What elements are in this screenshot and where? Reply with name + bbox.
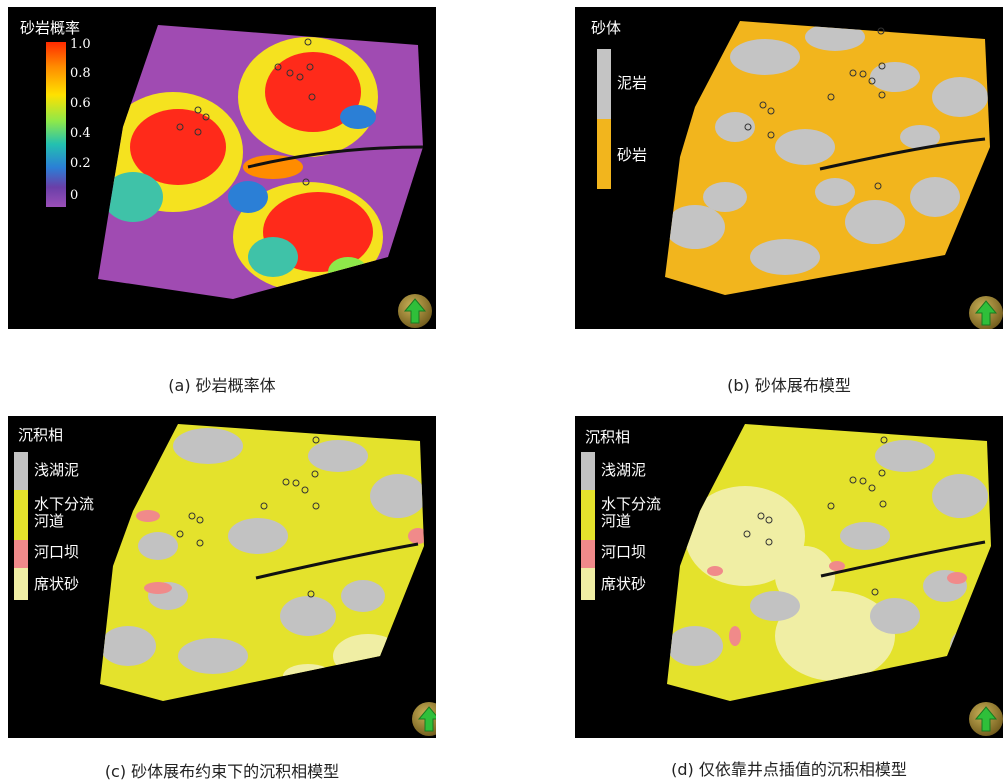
panel-a-probability-patches — [103, 37, 383, 292]
panel-b-legend-label-sandstone: 砂岩 — [617, 146, 648, 164]
panel-c-legend-label-mouth-bar: 河口坝 — [34, 543, 80, 561]
panel-d-legend-swatch-shallow-lake-mud — [581, 452, 595, 490]
panel-d-facies-model-well-interpolation: 沉积相 浅湖泥 水下分流 河道 河口坝 席状砂 — [575, 416, 1003, 738]
north-arrow-icon — [969, 702, 1003, 736]
north-arrow-icon — [398, 294, 432, 328]
panel-d-model-view — [581, 424, 991, 701]
north-arrow-icon — [969, 296, 1003, 329]
panel-a-legend-title: 砂岩概率 — [20, 19, 81, 37]
panel-a-colorbar — [46, 42, 66, 207]
panel-c-legend-swatch-channel — [14, 490, 28, 540]
panel-c-legend-title: 沉积相 — [18, 426, 64, 444]
panel-d-legend-label-shallow-lake-mud: 浅湖泥 — [601, 461, 647, 479]
panel-c-legend-label-underwater-distributary: 水下分流 — [34, 495, 95, 513]
caption-c: (c) 砂体展布约束下的沉积相模型 — [104, 762, 340, 781]
panel-d-legend-swatch-channel — [581, 490, 595, 540]
panel-b-legend-title: 砂体 — [591, 19, 622, 37]
panel-d-legend-label-underwater-distributary: 水下分流 — [601, 495, 662, 513]
panel-c-legend-swatch-shallow-lake-mud — [14, 452, 28, 490]
panel-b-legend-swatch-sandstone — [597, 119, 611, 189]
caption-b: (b) 砂体展布模型 — [727, 376, 851, 395]
panel-d-legend-swatch-mouth-bar — [581, 540, 595, 568]
panel-a-tick-0-4: 0.4 — [70, 126, 91, 141]
caption-a: (a) 砂岩概率体 — [168, 376, 276, 395]
panel-d-legend-label-sheet-sand: 席状砂 — [601, 575, 647, 593]
panel-a-model-view — [46, 25, 424, 299]
panel-d-well-markers — [743, 436, 888, 596]
panel-c-legend-label-channel: 河道 — [34, 512, 65, 530]
panel-b-well-markers — [744, 27, 886, 190]
panel-d-legend-swatch-sheet-sand — [581, 568, 595, 600]
panel-c-legend-swatch-mouth-bar — [14, 540, 28, 568]
panel-d-legend-label-mouth-bar: 河口坝 — [601, 543, 647, 561]
panel-a-tick-0-8: 0.8 — [70, 66, 91, 81]
panel-a-tick-0: 0 — [70, 188, 79, 203]
panel-c-legend-label-sheet-sand: 席状砂 — [34, 575, 80, 593]
panel-a-tick-0-6: 0.6 — [70, 96, 91, 111]
caption-d: (d) 仅依靠井点插值的沉积相模型 — [671, 760, 907, 779]
panel-a-fault-line — [247, 145, 424, 169]
panel-b-fault-line — [819, 137, 986, 171]
panel-c-facies-model-sand-constrained: 沉积相 浅湖泥 水下分流 河道 河口坝 席状砂 — [8, 416, 436, 738]
panel-b-sand-body-model: 砂体 泥岩 砂岩 — [575, 7, 1003, 329]
panel-c-fault-line — [255, 542, 419, 580]
north-arrow-icon — [412, 702, 436, 736]
panel-b-legend-swatch-mudstone — [597, 49, 611, 119]
panel-c-facies-patches — [100, 428, 424, 688]
panel-c-legend-label-shallow-lake-mud: 浅湖泥 — [34, 461, 80, 479]
panel-c-legend-swatch-sheet-sand — [14, 568, 28, 600]
panel-d-fault-line — [820, 540, 986, 578]
panel-c-model-surface — [100, 424, 424, 701]
panel-c-model-view — [14, 424, 424, 701]
panel-a-tick-1-0: 1.0 — [70, 37, 91, 52]
panel-b-model-view — [597, 21, 990, 295]
panel-c-well-markers — [176, 436, 320, 598]
panel-a-tick-0-2: 0.2 — [70, 156, 91, 171]
panel-b-mudstone-patches — [665, 23, 990, 275]
panel-a-well-markers — [176, 38, 316, 186]
panel-b-legend-label-mudstone: 泥岩 — [617, 74, 648, 92]
panel-a-sandstone-probability: 砂岩概率 1.0 0.8 0.6 0.4 0.2 0 — [8, 7, 436, 329]
panel-d-legend-label-channel: 河道 — [601, 512, 632, 530]
panel-d-legend-title: 沉积相 — [585, 428, 631, 446]
